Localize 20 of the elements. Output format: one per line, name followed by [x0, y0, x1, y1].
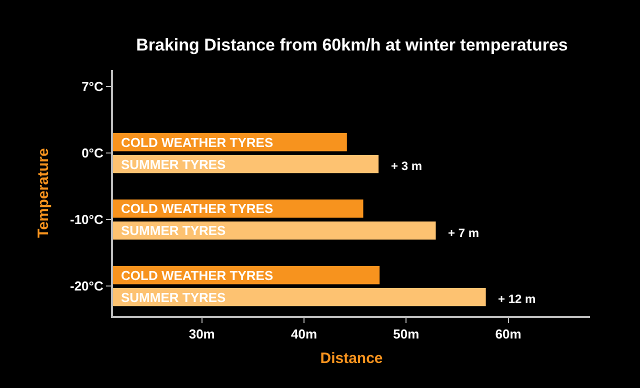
text: COLD WEATHER TYRES	[121, 201, 274, 216]
y-tick-label: -20°C	[70, 278, 104, 294]
y-tick-label: 7°C	[82, 79, 104, 94]
y-tick-label: -10°C	[70, 212, 104, 228]
x-tick-label: 40m	[290, 326, 318, 342]
series-label: SUMMER TYRES	[121, 290, 226, 305]
y-axis-title: Temperature	[34, 148, 52, 238]
x-axis-title: Distance	[320, 350, 383, 368]
text: COLD WEATHER TYRES	[121, 135, 274, 150]
text: SUMMER TYRES	[121, 157, 226, 172]
annotation: + 3 m	[391, 159, 422, 173]
text: SUMMER TYRES	[121, 223, 226, 238]
y-tick-label: 0°C	[82, 146, 104, 161]
x-tick-label: 30m	[188, 326, 215, 342]
chart-title: Braking Distance from 60km/h at winter temperatures	[136, 36, 568, 55]
series-label: COLD WEATHER TYRES	[121, 268, 274, 283]
x-tick-label: 50m	[393, 326, 420, 342]
x-tick-label: 60m	[495, 326, 522, 342]
annotation: + 12 m	[498, 292, 536, 306]
annotation: + 7 m	[448, 226, 480, 240]
